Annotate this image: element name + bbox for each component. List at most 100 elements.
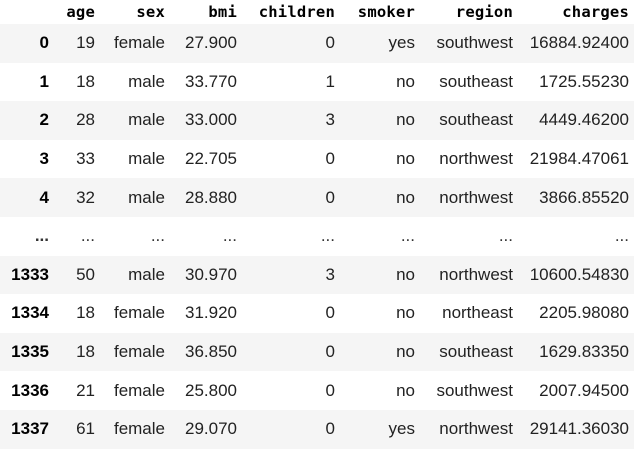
cell-smoker: yes [388, 33, 415, 53]
cell-smoker: no [396, 264, 415, 284]
cell-region: southwest [436, 33, 513, 53]
cell-bmi: 28.880 [185, 187, 237, 207]
row-index: 1 [39, 71, 49, 91]
row-index: 0 [39, 33, 49, 53]
cell-sex: female [113, 33, 165, 53]
row-index: 1334 [11, 303, 49, 323]
table-row: 3 33 male 22.705 0 no northwest 21984.47061 [0, 139, 634, 179]
table-header: age sex bmi children smoker region charges [0, 0, 634, 24]
cell-region: northwest [439, 419, 513, 439]
cell-bmi: 33.770 [185, 71, 237, 91]
cell-smoker: no [396, 110, 415, 130]
cell-charges: 29141.36030 [529, 419, 629, 439]
cell-bmi: 30.970 [185, 264, 237, 284]
cell-charges: 3866.85520 [539, 187, 629, 207]
cell-sex: male [128, 110, 165, 130]
table-row: 1337 61 female 29.070 0 yes northwest 29141.360… [0, 409, 634, 449]
cell-age: 18 [76, 303, 95, 323]
cell-bmi: 31.920 [185, 303, 237, 323]
cell-children: 0 [325, 187, 335, 207]
cell-sex: male [128, 187, 165, 207]
cell-age: 28 [76, 110, 95, 130]
cell-age: 32 [76, 187, 95, 207]
cell-age: 18 [76, 342, 95, 362]
ellipsis-row: ........................ [0, 216, 634, 256]
cell-children: ... [320, 226, 335, 246]
cell-sex: female [113, 303, 165, 323]
cell-charges: 4449.46200 [539, 110, 629, 130]
header-row: age sex bmi children smoker region charges [0, 0, 634, 24]
cell-children: 0 [325, 419, 335, 439]
cell-bmi: 22.705 [185, 149, 237, 169]
cell-bmi: 36.850 [185, 342, 237, 362]
cell-charges: 16884.92400 [529, 33, 629, 53]
cell-region: southeast [439, 342, 513, 362]
cell-age: 61 [76, 419, 95, 439]
cell-age: 21 [76, 380, 95, 400]
cell-children: 0 [325, 33, 335, 53]
cell-region: southwest [436, 380, 513, 400]
column-header-bmi: bmi [208, 3, 237, 21]
cell-bmi: 25.800 [185, 380, 237, 400]
cell-smoker: yes [388, 419, 415, 439]
cell-region: southeast [439, 110, 513, 130]
cell-charges: ... [614, 226, 629, 246]
cell-smoker: no [396, 342, 415, 362]
cell-children: 3 [325, 110, 335, 130]
cell-age: 50 [76, 264, 95, 284]
column-header-smoker: smoker [357, 3, 415, 21]
cell-smoker: no [396, 303, 415, 323]
table-row: 1333 50 male 30.970 3 no northwest 10600.54830 [0, 255, 634, 295]
cell-children: 0 [325, 149, 335, 169]
cell-smoker: no [396, 71, 415, 91]
cell-charges: 2007.94500 [539, 380, 629, 400]
cell-region: southeast [439, 71, 513, 91]
cell-age: 33 [76, 149, 95, 169]
cell-charges: 1629.83350 [539, 342, 629, 362]
cell-sex: male [128, 71, 165, 91]
row-index: 1336 [11, 380, 49, 400]
cell-smoker: no [396, 187, 415, 207]
row-index: ... [34, 226, 49, 246]
cell-bmi: 33.000 [185, 110, 237, 130]
cell-sex: ... [150, 226, 165, 246]
cell-sex: female [113, 380, 165, 400]
cell-region: northwest [439, 149, 513, 169]
cell-smoker: ... [400, 226, 415, 246]
row-index: 1337 [11, 419, 49, 439]
cell-bmi: 27.900 [185, 33, 237, 53]
cell-region: northwest [439, 264, 513, 284]
table-row: 1336 21 female 25.800 0 no southwest 2007.94500 [0, 371, 634, 410]
column-header-index [0, 0, 54, 24]
cell-region: northwest [439, 187, 513, 207]
cell-children: 3 [325, 264, 335, 284]
cell-charges: 21984.47061 [529, 149, 629, 169]
column-header-age: age [66, 3, 95, 21]
table-row: 1 18 male 33.770 1 no southeast 1725.55230 [0, 62, 634, 102]
table-body: 0 19 female 27.900 0 yes southwest 16884.92400 1… [0, 24, 634, 449]
column-header-region: region [455, 3, 513, 21]
cell-region: northeast [442, 303, 513, 323]
cell-smoker: no [396, 380, 415, 400]
cell-age: ... [80, 226, 95, 246]
cell-sex: female [113, 419, 165, 439]
cell-sex: female [113, 342, 165, 362]
row-index: 4 [39, 187, 49, 207]
cell-children: 0 [325, 342, 335, 362]
table-row: 4 32 male 28.880 0 no northwest 3866.85520 [0, 178, 634, 217]
cell-charges: 2205.98080 [539, 303, 629, 323]
cell-sex: male [128, 149, 165, 169]
row-index: 3 [39, 149, 49, 169]
cell-region: ... [498, 226, 513, 246]
row-index: 2 [39, 110, 49, 130]
row-index: 1333 [11, 264, 49, 284]
cell-children: 1 [325, 71, 335, 91]
cell-charges: 10600.54830 [529, 264, 629, 284]
table-row: 1335 18 female 36.850 0 no southeast 1629.83350 [0, 332, 634, 372]
table-row: 0 19 female 27.900 0 yes southwest 16884.92400 [0, 24, 634, 63]
column-header-children: children [258, 3, 335, 21]
column-header-charges: charges [562, 3, 629, 21]
cell-children: 0 [325, 380, 335, 400]
row-index: 1335 [11, 342, 49, 362]
